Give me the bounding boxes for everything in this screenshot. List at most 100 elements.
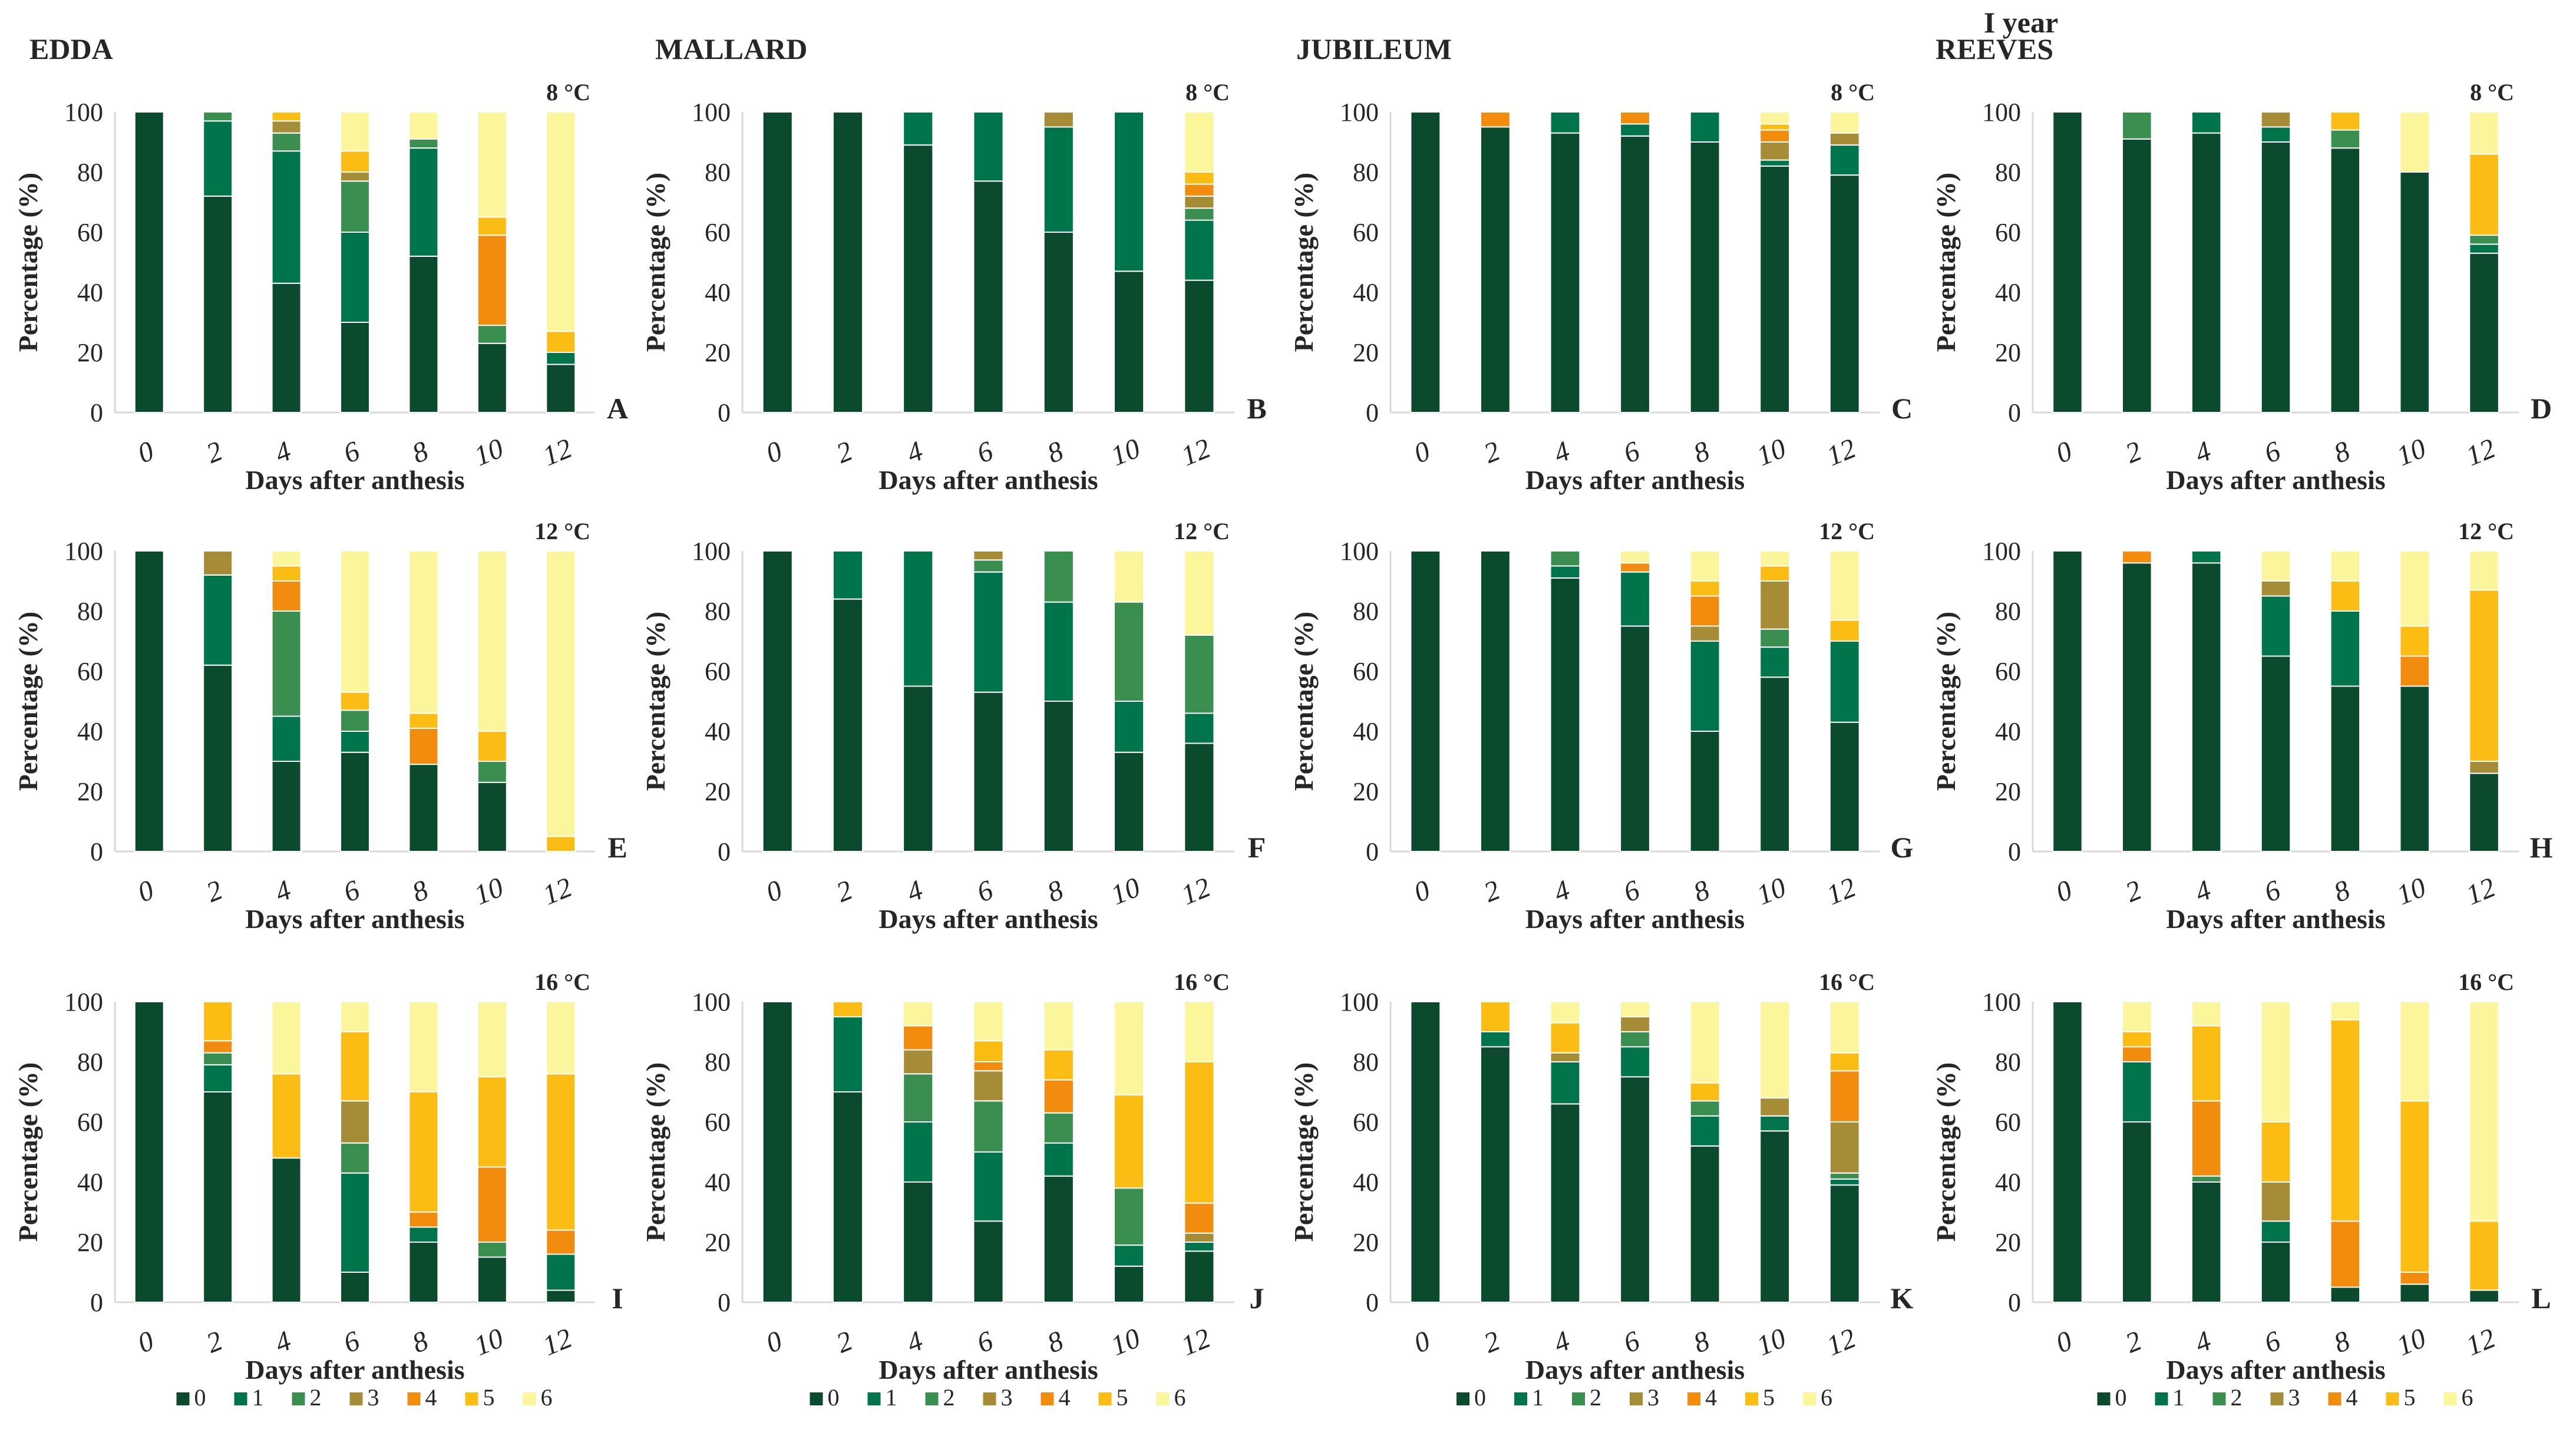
bar-segment-stage-6 xyxy=(271,1001,302,1075)
bar-segment-stage-6 xyxy=(1550,1001,1581,1024)
y-axis-title: Percentage (%) xyxy=(1931,612,1961,791)
bar-segment-stage-5 xyxy=(271,565,302,582)
x-tick-label: 12 xyxy=(1177,433,1214,472)
bar-segment-stage-2 xyxy=(1043,550,1074,603)
legend-label: 6 xyxy=(1821,1384,1832,1411)
y-tick-label: 60 xyxy=(1995,657,2021,686)
bar-segment-stage-0 xyxy=(973,180,1004,413)
bar-segment-stage-0 xyxy=(340,751,370,852)
bar-segment-stage-0 xyxy=(477,342,507,414)
legend-swatch-0 xyxy=(2097,1392,2111,1405)
x-tick-label: 4 xyxy=(902,435,927,470)
bar-segment-stage-6 xyxy=(2469,550,2499,591)
bar-segment-stage-2 xyxy=(271,610,302,717)
bar-segment-stage-6 xyxy=(477,1001,507,1078)
bar-segment-stage-5 xyxy=(2399,1100,2430,1273)
x-tick-label: 12 xyxy=(1822,433,1860,472)
bar-segment-stage-6 xyxy=(2260,1001,2291,1123)
x-tick-label: 4 xyxy=(270,1325,295,1359)
cultivar-title-reeves: REEVES xyxy=(1936,32,2053,65)
temperature-label: 12 °C xyxy=(1174,518,1230,544)
bar-segment-stage-0 xyxy=(973,1220,1004,1303)
bar-segment-stage-3 xyxy=(2260,111,2291,128)
panel-F: 0 20 40 60 80 100 Percentage (%) 0 2 4 6 8 10 12 Days … xyxy=(640,518,1266,934)
bar-segment-stage-2 xyxy=(340,709,370,732)
bar-segment-stage-3 xyxy=(1043,111,1074,128)
bar-segment-stage-6 xyxy=(2260,550,2291,582)
bar-segment-stage-0 xyxy=(1114,1265,1145,1303)
bar-segment-stage-6 xyxy=(2469,1001,2499,1222)
bar-segment-stage-6 xyxy=(2330,550,2361,582)
bar-segment-stage-4 xyxy=(1043,1079,1074,1114)
legend-swatch-3 xyxy=(983,1392,996,1405)
bar-segment-stage-6 xyxy=(1829,1001,1860,1054)
bar-segment-stage-6 xyxy=(1689,550,1720,582)
panel-J: 0 20 40 60 80 100 Percentage (%) 0 2 4 6 8 10 12 Days … xyxy=(640,969,1264,1385)
temperature-label: 12 °C xyxy=(1819,518,1875,544)
y-tick-label: 20 xyxy=(1995,777,2021,806)
bar-segment-stage-1 xyxy=(271,715,302,762)
x-tick-label: 10 xyxy=(470,1322,507,1362)
y-tick-label: 20 xyxy=(77,338,103,367)
bar-segment-stage-0 xyxy=(477,781,507,852)
y-tick-label: 100 xyxy=(1340,537,1379,566)
bar-segment-stage-4 xyxy=(1184,183,1215,197)
bar-segment-stage-2 xyxy=(1043,1112,1074,1144)
bar-segment-stage-6 xyxy=(546,1001,576,1075)
bar-segment-stage-0 xyxy=(340,1272,370,1303)
bar-segment-stage-5 xyxy=(477,216,507,236)
legend-label: 2 xyxy=(943,1384,955,1411)
bar-segment-stage-1 xyxy=(340,232,370,323)
y-tick-label: 40 xyxy=(1995,1168,2021,1197)
x-tick-label: 2 xyxy=(2121,435,2146,470)
legend-swatch-0 xyxy=(810,1392,823,1405)
bar-segment-stage-1 xyxy=(2191,550,2222,564)
bar-segment-stage-0 xyxy=(408,764,439,852)
legend: 0 1 2 3 4 5 6 xyxy=(176,1384,553,1411)
x-tick-label: 0 xyxy=(133,874,158,909)
bar-segment-stage-2 xyxy=(477,761,507,783)
x-tick-label: 10 xyxy=(1752,1322,1790,1362)
legend-label: 2 xyxy=(2231,1384,2243,1411)
legend-swatch-0 xyxy=(1457,1392,1469,1405)
bar-segment-stage-5 xyxy=(973,1040,1004,1063)
x-tick-label: 10 xyxy=(2392,1322,2430,1362)
y-tick-label: 80 xyxy=(705,597,731,626)
x-tick-label: 4 xyxy=(2191,1325,2215,1359)
x-tick-label: 0 xyxy=(133,1325,158,1359)
bar-segment-stage-0 xyxy=(2260,141,2291,413)
bar-segment-stage-5 xyxy=(340,150,370,173)
bar-segment-stage-1 xyxy=(1689,111,1720,143)
bar-segment-stage-0 xyxy=(1550,577,1581,853)
bar-segment-stage-3 xyxy=(2469,761,2499,774)
legend-label: 2 xyxy=(310,1384,322,1411)
bar-segment-stage-0 xyxy=(1620,135,1650,414)
bar-segment-stage-0 xyxy=(1114,751,1145,852)
bar-segment-stage-6 xyxy=(408,550,439,714)
legend-label: 1 xyxy=(2173,1384,2185,1411)
x-tick-label: 12 xyxy=(1177,871,1214,911)
bar-segment-stage-0 xyxy=(1043,232,1074,413)
x-tick-label: 8 xyxy=(408,435,432,470)
x-tick-label: 6 xyxy=(2260,1325,2285,1359)
y-tick-label: 40 xyxy=(705,717,731,746)
bar-segment-stage-0 xyxy=(1479,126,1511,413)
bar-segment-stage-0 xyxy=(2191,562,2222,853)
x-tick-label: 0 xyxy=(762,874,787,909)
y-tick-label: 80 xyxy=(1353,1048,1379,1077)
legend-swatch-2 xyxy=(292,1392,305,1405)
x-tick-label: 2 xyxy=(2121,874,2146,909)
bar-segment-stage-2 xyxy=(1829,1172,1860,1180)
legend-swatch-3 xyxy=(1630,1392,1643,1405)
y-tick-label: 60 xyxy=(77,657,103,686)
bar-segment-stage-0 xyxy=(1620,625,1650,852)
x-tick-label: 4 xyxy=(270,874,295,909)
legend-label: 5 xyxy=(1117,1384,1128,1411)
y-tick-label: 80 xyxy=(1995,597,2021,626)
panel-C: 0 20 40 60 80 100 Percentage (%) 0 2 4 6 8 10 12 Days … xyxy=(1289,79,1913,495)
bar-segment-stage-2 xyxy=(340,1142,370,1174)
x-tick-label: 12 xyxy=(2462,433,2499,472)
bar-segment-stage-0 xyxy=(203,195,233,413)
bar-segment-stage-3 xyxy=(1829,1121,1860,1174)
legend-swatch-6 xyxy=(1803,1392,1816,1405)
